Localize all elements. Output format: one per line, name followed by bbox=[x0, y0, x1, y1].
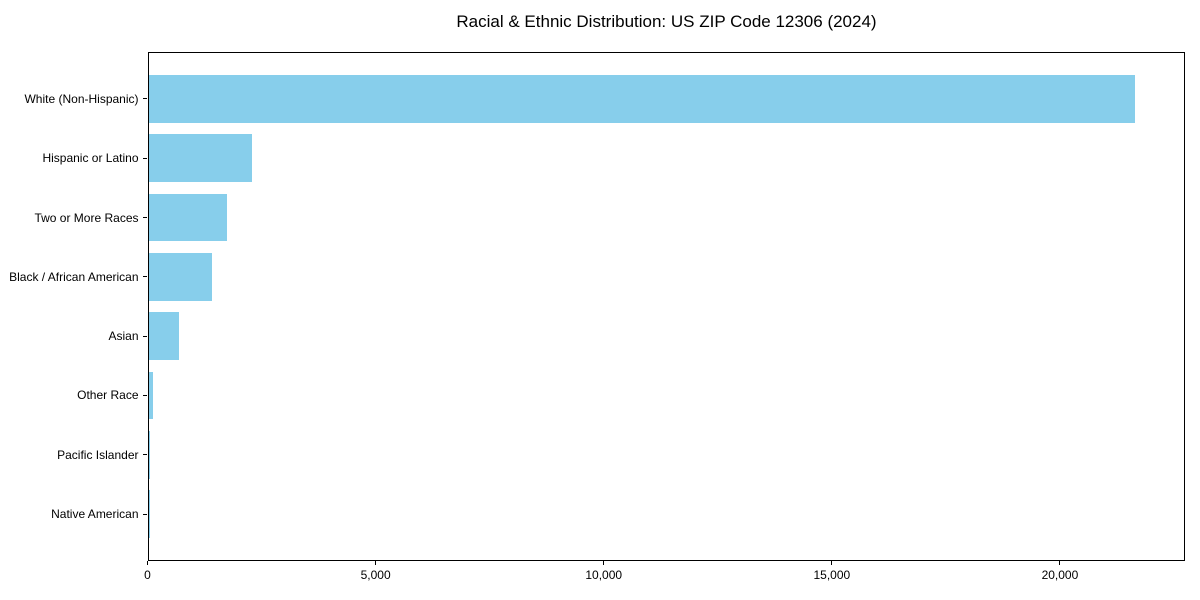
y-tick-pacific-islander bbox=[143, 454, 147, 456]
bar-other-race bbox=[148, 371, 153, 420]
x-tick-15000 bbox=[831, 561, 833, 565]
chart-title: Racial & Ethnic Distribution: US ZIP Cod… bbox=[456, 12, 877, 31]
y-tick-black-african-american bbox=[143, 276, 147, 278]
x-tick-label-0: 0 bbox=[144, 568, 151, 582]
x-tick-label-10000: 10,000 bbox=[585, 568, 623, 582]
y-tick-label-asian: Asian bbox=[108, 329, 139, 344]
y-tick-label-hispanic-or-latino: Hispanic or Latino bbox=[42, 151, 139, 166]
y-tick-label-two-or-more-races: Two or More Races bbox=[34, 210, 139, 225]
y-tick-label-black-african-american: Black / African American bbox=[9, 269, 139, 284]
bar-pacific-islander bbox=[148, 431, 150, 479]
y-tick-native-american bbox=[143, 513, 147, 515]
y-tick-label-native-american: Native American bbox=[51, 507, 139, 522]
x-tick-label-5000: 5,000 bbox=[360, 568, 391, 582]
y-tick-label-other-race: Other Race bbox=[77, 388, 139, 403]
x-tick-0 bbox=[147, 561, 148, 565]
x-tick-label-20000: 20,000 bbox=[1041, 568, 1079, 582]
y-tick-other-race bbox=[143, 394, 147, 396]
y-tick-label-pacific-islander: Pacific Islander bbox=[57, 447, 139, 462]
y-tick-two-or-more-races bbox=[143, 217, 147, 218]
bar-black-african-american bbox=[148, 253, 213, 301]
y-tick-asian bbox=[143, 335, 147, 337]
bar-hispanic-or-latino bbox=[148, 134, 253, 182]
y-tick-hispanic-or-latino bbox=[143, 157, 147, 159]
x-tick-label-15000: 15,000 bbox=[813, 568, 851, 582]
x-tick-5000 bbox=[375, 561, 377, 565]
plot-area bbox=[147, 52, 1185, 561]
x-tick-10000 bbox=[603, 561, 605, 565]
y-tick-label-white-non-hispanic: White (Non-Hispanic) bbox=[24, 91, 139, 106]
y-tick-white-non-hispanic bbox=[143, 98, 147, 100]
bar-two-or-more-races bbox=[148, 193, 227, 242]
bar-asian bbox=[148, 312, 180, 360]
x-tick-20000 bbox=[1059, 561, 1061, 565]
bar-white-non-hispanic bbox=[148, 75, 1136, 123]
